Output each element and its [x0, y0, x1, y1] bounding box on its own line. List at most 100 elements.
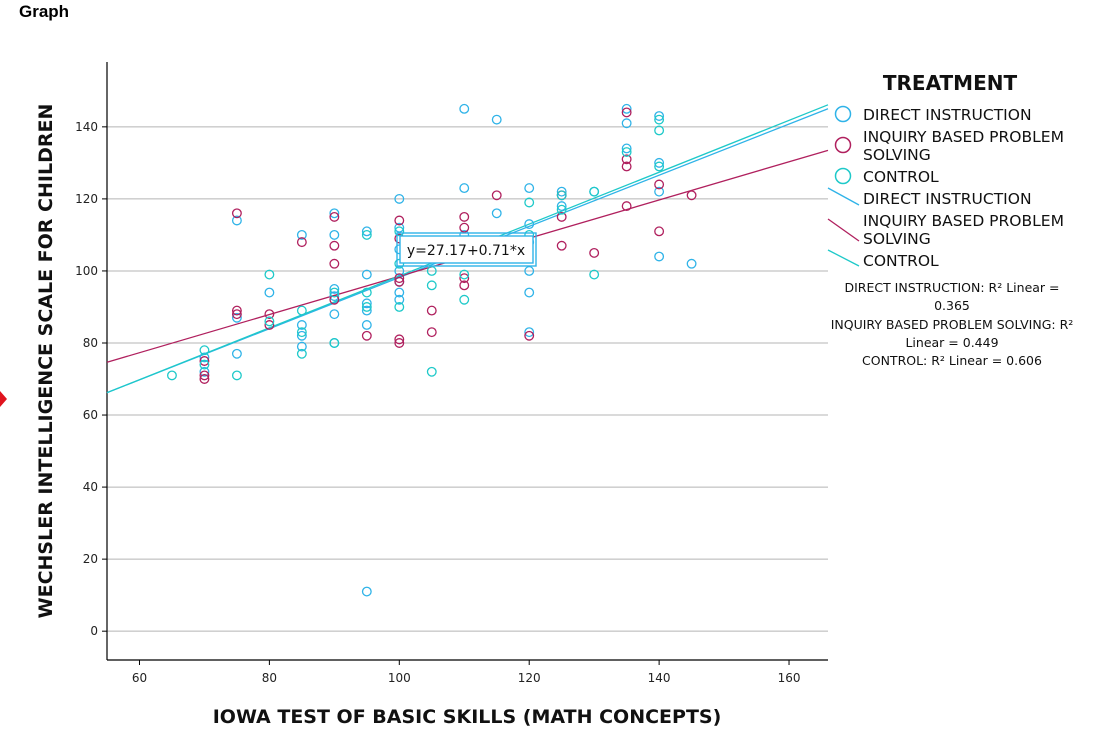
data-point-control[interactable]: [361, 229, 372, 240]
data-point-direct-instruction[interactable]: [361, 586, 372, 597]
data-point-inquiry-based-problem-solving[interactable]: [361, 330, 372, 341]
data-point-direct-instruction[interactable]: [686, 258, 697, 269]
data-point-control[interactable]: [654, 114, 665, 125]
data-point-inquiry-based-problem-solving[interactable]: [621, 107, 632, 118]
data-point-inquiry-based-problem-solving[interactable]: [394, 276, 405, 287]
data-point-direct-instruction[interactable]: [556, 186, 567, 197]
data-point-inquiry-based-problem-solving[interactable]: [394, 273, 405, 284]
data-point-control[interactable]: [556, 190, 567, 201]
data-point-direct-instruction[interactable]: [524, 219, 535, 230]
data-point-control[interactable]: [621, 147, 632, 158]
data-point-control[interactable]: [329, 338, 340, 348]
data-point-inquiry-based-problem-solving[interactable]: [426, 327, 437, 338]
data-point-direct-instruction[interactable]: [524, 287, 535, 298]
data-point-direct-instruction[interactable]: [654, 186, 665, 197]
data-point-inquiry-based-problem-solving[interactable]: [621, 154, 632, 165]
data-point-direct-instruction[interactable]: [361, 269, 372, 280]
data-point-inquiry-based-problem-solving[interactable]: [524, 330, 535, 341]
data-point-direct-instruction[interactable]: [329, 229, 340, 240]
data-point-direct-instruction[interactable]: [459, 183, 470, 194]
data-point-direct-instruction[interactable]: [231, 348, 242, 359]
data-point-control[interactable]: [296, 348, 307, 359]
data-point-direct-instruction[interactable]: [361, 305, 372, 316]
data-point-control[interactable]: [296, 327, 307, 338]
data-point-inquiry-based-problem-solving[interactable]: [199, 370, 210, 381]
data-point-control[interactable]: [296, 305, 307, 316]
data-point-direct-instruction[interactable]: [621, 103, 632, 114]
data-point-inquiry-based-problem-solving[interactable]: [459, 211, 470, 222]
data-point-direct-instruction[interactable]: [524, 327, 535, 338]
data-point-control[interactable]: [167, 370, 177, 381]
data-point-direct-instruction[interactable]: [394, 222, 405, 233]
data-point-control[interactable]: [264, 316, 275, 327]
data-point-inquiry-based-problem-solving[interactable]: [231, 208, 242, 219]
data-point-control[interactable]: [199, 359, 210, 370]
data-point-control[interactable]: [589, 186, 600, 197]
data-point-control[interactable]: [394, 258, 405, 269]
data-point-inquiry-based-problem-solving[interactable]: [199, 374, 210, 384]
data-point-inquiry-based-problem-solving[interactable]: [231, 305, 242, 316]
data-point-direct-instruction[interactable]: [329, 284, 340, 294]
data-point-inquiry-based-problem-solving[interactable]: [491, 190, 502, 201]
data-point-direct-instruction[interactable]: [556, 201, 567, 212]
data-point-direct-instruction[interactable]: [296, 341, 307, 352]
data-point-direct-instruction[interactable]: [394, 287, 405, 298]
data-point-control[interactable]: [556, 204, 567, 215]
data-point-direct-instruction[interactable]: [621, 118, 632, 129]
data-point-direct-instruction[interactable]: [654, 251, 665, 262]
data-point-direct-instruction[interactable]: [654, 157, 665, 168]
data-point-direct-instruction[interactable]: [621, 143, 632, 154]
data-point-inquiry-based-problem-solving[interactable]: [621, 161, 632, 172]
data-point-inquiry-based-problem-solving[interactable]: [686, 190, 697, 201]
data-point-inquiry-based-problem-solving[interactable]: [654, 226, 665, 237]
data-point-direct-instruction[interactable]: [231, 215, 242, 226]
data-point-direct-instruction[interactable]: [361, 226, 372, 237]
data-point-inquiry-based-problem-solving[interactable]: [296, 237, 307, 248]
data-point-inquiry-based-problem-solving[interactable]: [459, 222, 470, 233]
data-points[interactable]: [167, 103, 697, 597]
data-point-inquiry-based-problem-solving[interactable]: [459, 280, 470, 291]
data-point-control[interactable]: [459, 269, 470, 280]
data-point-direct-instruction[interactable]: [296, 229, 307, 240]
data-point-inquiry-based-problem-solving[interactable]: [329, 294, 340, 305]
data-point-inquiry-based-problem-solving[interactable]: [589, 247, 600, 258]
data-point-control[interactable]: [231, 370, 242, 381]
data-point-inquiry-based-problem-solving[interactable]: [264, 320, 275, 330]
data-point-control[interactable]: [264, 269, 275, 280]
data-point-direct-instruction[interactable]: [361, 298, 372, 309]
data-point-direct-instruction[interactable]: [394, 193, 405, 204]
data-point-control[interactable]: [199, 345, 210, 356]
data-point-direct-instruction[interactable]: [199, 352, 210, 363]
data-point-inquiry-based-problem-solving[interactable]: [394, 338, 405, 348]
data-point-control[interactable]: [426, 280, 437, 291]
data-point-inquiry-based-problem-solving[interactable]: [459, 273, 470, 284]
data-point-inquiry-based-problem-solving[interactable]: [329, 258, 340, 269]
data-point-direct-instruction[interactable]: [231, 312, 242, 323]
data-point-direct-instruction[interactable]: [296, 320, 307, 330]
data-point-direct-instruction[interactable]: [296, 330, 307, 341]
data-point-inquiry-based-problem-solving[interactable]: [621, 201, 632, 212]
data-point-control[interactable]: [654, 161, 665, 172]
fit-equation-annotation[interactable]: y=27.17+0.71*x: [396, 232, 537, 267]
data-point-direct-instruction[interactable]: [459, 103, 470, 114]
data-point-inquiry-based-problem-solving[interactable]: [231, 309, 242, 320]
data-point-direct-instruction[interactable]: [264, 287, 275, 298]
data-point-direct-instruction[interactable]: [361, 320, 372, 330]
data-point-control[interactable]: [329, 287, 340, 298]
data-point-inquiry-based-problem-solving[interactable]: [264, 309, 275, 320]
data-point-direct-instruction[interactable]: [394, 294, 405, 305]
data-point-inquiry-based-problem-solving[interactable]: [199, 356, 210, 366]
data-point-inquiry-based-problem-solving[interactable]: [426, 305, 437, 316]
data-point-inquiry-based-problem-solving[interactable]: [329, 211, 340, 222]
data-point-inquiry-based-problem-solving[interactable]: [556, 211, 567, 222]
data-point-control[interactable]: [589, 269, 600, 280]
data-point-control[interactable]: [394, 302, 405, 312]
data-point-control[interactable]: [426, 366, 437, 377]
data-point-inquiry-based-problem-solving[interactable]: [654, 179, 665, 190]
data-point-inquiry-based-problem-solving[interactable]: [329, 240, 340, 251]
data-point-control[interactable]: [459, 294, 470, 305]
data-point-direct-instruction[interactable]: [491, 114, 502, 125]
data-point-control[interactable]: [524, 197, 535, 208]
data-point-inquiry-based-problem-solving[interactable]: [394, 215, 405, 226]
